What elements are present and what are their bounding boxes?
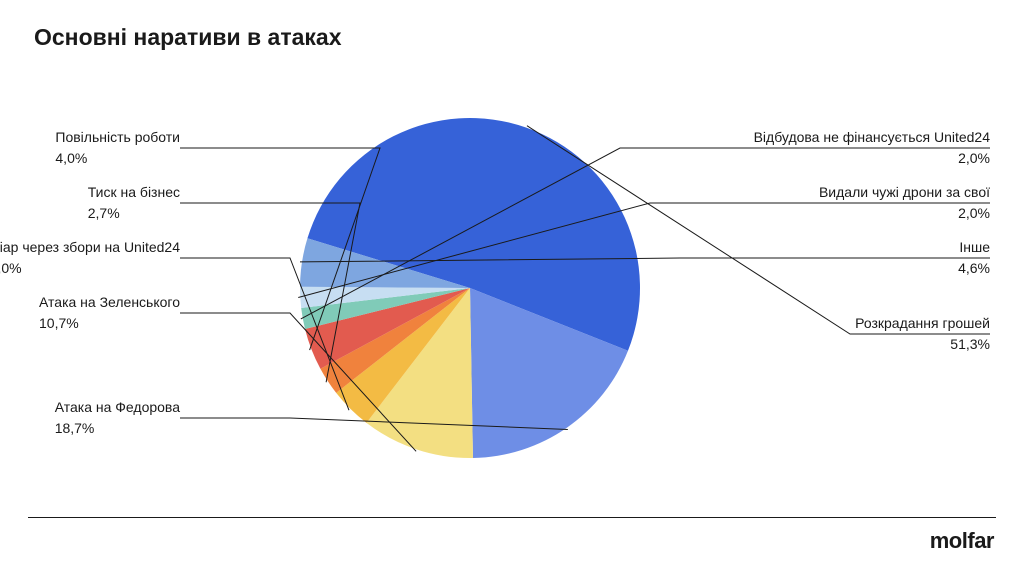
slice-label: Атака на Зеленського 10,7%	[39, 293, 180, 333]
slice-label: Відбудова не фінансується United24 2,0%	[754, 128, 990, 168]
slice-label-name: Піар через збори на United24	[0, 238, 180, 257]
slice-label: Інше 4,6%	[958, 238, 990, 278]
slice-label: Видали чужі дрони за свої 2,0%	[819, 183, 990, 223]
slice-label-pct: 4,0%	[0, 259, 180, 278]
slice-label-name: Атака на Зеленського	[39, 293, 180, 312]
slice-label-name: Тиск на бізнес	[88, 183, 180, 202]
slice-label-name: Атака на Федорова	[55, 398, 180, 417]
slice-label-pct: 10,7%	[39, 314, 180, 333]
slice-label-pct: 4,0%	[55, 149, 180, 168]
slice-label-name: Видали чужі дрони за свої	[819, 183, 990, 202]
slice-label-pct: 2,7%	[88, 204, 180, 223]
slice-label: Атака на Федорова 18,7%	[55, 398, 180, 438]
slice-label: Тиск на бізнес 2,7%	[88, 183, 180, 223]
brand-logo: molfar	[930, 528, 994, 554]
slice-label: Повільність роботи 4,0%	[55, 128, 180, 168]
slice-label-pct: 2,0%	[754, 149, 990, 168]
slice-label: Розкрадання грошей 51,3%	[855, 314, 990, 354]
labels-layer: Розкрадання грошей 51,3% Атака на Федорова…	[0, 0, 1024, 566]
slice-label-name: Інше	[958, 238, 990, 257]
slice-label-pct: 51,3%	[855, 335, 990, 354]
slice-label-pct: 2,0%	[819, 204, 990, 223]
slice-label-name: Розкрадання грошей	[855, 314, 990, 333]
slice-label-name: Повільність роботи	[55, 128, 180, 147]
slice-label-pct: 18,7%	[55, 419, 180, 438]
slice-label-pct: 4,6%	[958, 259, 990, 278]
slice-label: Піар через збори на United24 4,0%	[0, 238, 180, 278]
slice-label-name: Відбудова не фінансується United24	[754, 128, 990, 147]
footer-rule	[28, 517, 996, 518]
